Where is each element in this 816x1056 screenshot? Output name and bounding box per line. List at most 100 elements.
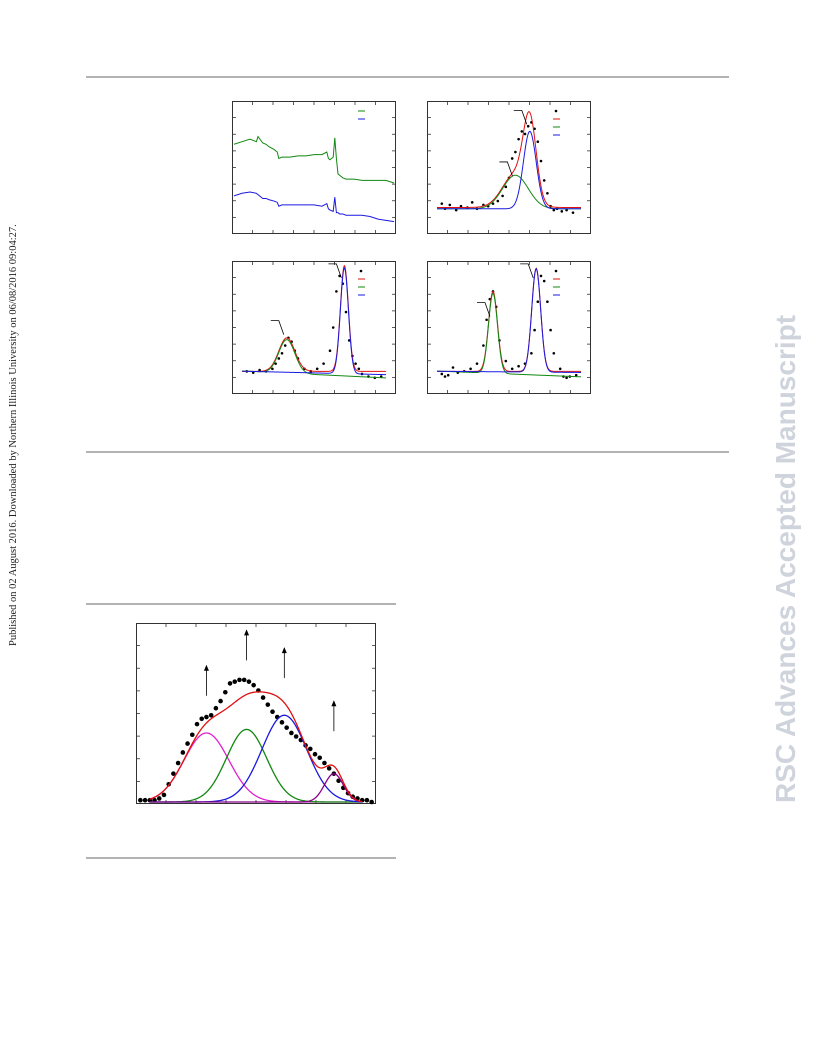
data-point: [440, 372, 444, 376]
series-line-green: [436, 292, 582, 378]
data-point: [185, 741, 190, 746]
plot-frame: [427, 101, 591, 234]
series-line-green: [233, 135, 395, 184]
data-point: [357, 367, 361, 371]
data-point: [451, 366, 455, 369]
data-point: [227, 681, 233, 686]
plot-frame: [232, 261, 396, 394]
publication-note: Published on 02 August 2016. Downloaded …: [4, 216, 22, 646]
publication-note-text: Published on 02 August 2016. Downloaded …: [8, 224, 19, 646]
data-point: [180, 750, 186, 755]
data-point: [504, 359, 508, 363]
data-point: [485, 318, 488, 322]
data-point: [265, 702, 271, 707]
data-point: [335, 290, 338, 293]
watermark-text: RSC Advances Accepted Manuscript: [770, 314, 801, 803]
chart-panel-2: [427, 101, 591, 234]
data-point: [523, 132, 527, 136]
data-point: [138, 797, 143, 803]
data-point: [565, 376, 568, 380]
data-point: [322, 760, 327, 766]
data-point: [510, 367, 514, 371]
data-point: [571, 211, 575, 214]
data-point: [539, 159, 543, 163]
legend-symbol-data: [359, 269, 363, 273]
annotation-leader: [328, 263, 342, 279]
series-line-green: [437, 174, 581, 210]
chart-panel-5: [136, 623, 376, 805]
data-point: [280, 352, 284, 355]
data-point: [284, 725, 289, 730]
series-line-fit: [149, 691, 363, 803]
annotation-leader: [499, 161, 513, 177]
plot-frame: [232, 101, 396, 234]
data-point: [491, 202, 495, 205]
data-point: [542, 179, 546, 182]
data-point: [213, 705, 219, 711]
data-point: [565, 208, 568, 212]
data-point: [446, 373, 450, 377]
data-point: [204, 714, 209, 720]
data-point: [542, 279, 546, 283]
data-point: [552, 208, 556, 212]
data-point: [241, 677, 247, 683]
data-point: [232, 679, 238, 684]
data-point: [189, 732, 195, 738]
annotation-leader: [477, 302, 491, 317]
data-point: [274, 362, 277, 365]
series-line-fit: [242, 264, 386, 372]
annotation-arrow-head: [203, 664, 209, 671]
data-point: [448, 203, 452, 207]
chart-panel-4: [427, 261, 591, 394]
data-point: [331, 326, 335, 329]
data-point: [504, 185, 508, 189]
data-point: [514, 150, 517, 154]
data-point: [482, 344, 485, 347]
data-point: [156, 796, 162, 801]
data-point: [454, 208, 458, 212]
data-point: [546, 192, 549, 195]
data-point: [293, 734, 299, 739]
data-point: [223, 689, 228, 695]
data-point: [208, 712, 214, 718]
data-point: [271, 367, 274, 371]
data-point: [328, 349, 332, 353]
series-line-blue: [233, 191, 395, 223]
data-point: [533, 328, 536, 332]
data-point: [344, 310, 348, 314]
data-point: [558, 367, 562, 371]
data-point: [369, 799, 374, 805]
data-point: [246, 679, 252, 684]
data-point: [142, 797, 148, 803]
watermark: RSC Advances Accepted Manuscript: [770, 258, 810, 803]
series-line-green: [241, 339, 387, 379]
series-line-blue: [149, 714, 363, 803]
data-point: [443, 375, 447, 378]
annotation-arrow-head: [331, 700, 337, 707]
plot-frame: [427, 261, 591, 394]
data-point: [307, 746, 313, 752]
figure-bottom-rule: [86, 857, 396, 859]
data-point: [326, 766, 332, 771]
data-point: [536, 300, 540, 303]
data-point: [546, 300, 549, 303]
data-point: [289, 730, 294, 736]
annotation-arrow-head: [281, 647, 287, 654]
data-point: [552, 352, 556, 355]
data-point: [194, 721, 200, 727]
data-point: [517, 364, 520, 368]
data-point: [530, 352, 533, 355]
series-line-fit: [437, 111, 581, 208]
middle-rule: [86, 451, 729, 453]
data-point: [459, 204, 463, 208]
series-line-blue: [437, 268, 582, 373]
legend-symbol-data: [554, 269, 558, 273]
plot-frame: [136, 623, 376, 804]
annotation-leader: [520, 263, 534, 279]
data-point: [520, 130, 524, 133]
data-point: [283, 344, 287, 347]
data-point: [536, 140, 540, 143]
data-point: [312, 751, 318, 757]
data-point: [560, 210, 564, 213]
data-point: [354, 362, 357, 365]
